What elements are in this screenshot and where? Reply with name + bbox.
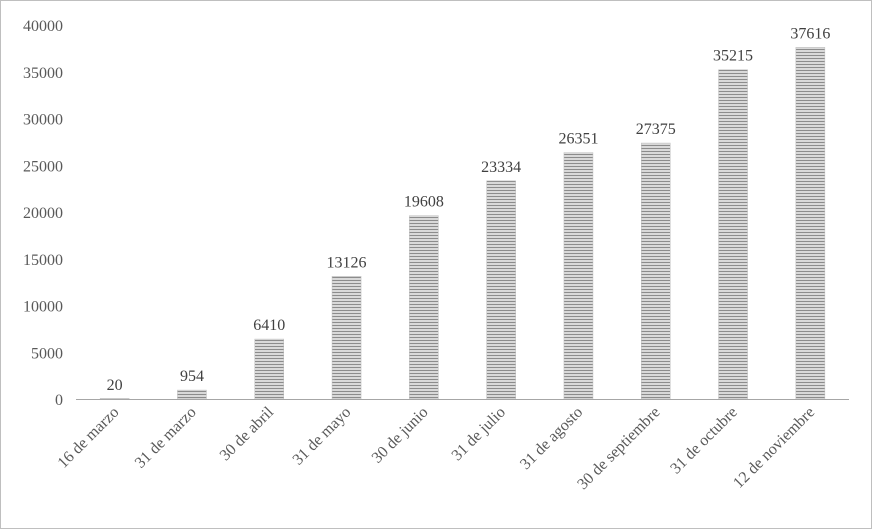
bar: [254, 338, 284, 400]
x-tick-label: 31 de julio: [449, 404, 509, 464]
bars: [99, 47, 826, 400]
x-axis-ticks: 16 de marzo 31 de marzo 30 de abril 31 de m…: [55, 403, 819, 493]
x-tick-label: 31 de agosto: [517, 404, 586, 473]
data-label: 35215: [713, 48, 753, 65]
bar: [177, 389, 207, 400]
y-tick-label: 15000: [23, 252, 63, 269]
data-label: 37616: [790, 25, 830, 42]
x-tick-label: 16 de marzo: [55, 404, 123, 472]
bar: [486, 180, 516, 400]
data-label: 23334: [481, 159, 521, 176]
y-tick-label: 25000: [23, 158, 63, 175]
x-tick-label: 12 de noviembre: [730, 404, 818, 492]
x-tick-label: 30 de junio: [369, 404, 432, 467]
bar: [718, 69, 748, 400]
data-labels: 20 954 6410 13126 19608 23334 26351 27375 35215 3…: [107, 25, 831, 394]
x-tick-label: 31 de octubre: [667, 404, 741, 478]
bar: [409, 215, 439, 400]
x-tick-label: 30 de septiembre: [574, 404, 663, 493]
y-tick-label: 30000: [23, 112, 63, 129]
bar: [99, 398, 130, 400]
data-label: 27375: [636, 121, 676, 138]
bar: [795, 47, 826, 400]
data-label: 954: [180, 368, 204, 385]
y-tick-label: 10000: [23, 299, 63, 316]
data-label: 20: [107, 377, 123, 394]
y-tick-label: 35000: [23, 65, 63, 82]
y-tick-label: 0: [55, 392, 63, 409]
x-tick-label: 31 de marzo: [132, 404, 200, 472]
x-tick-label: 31 de mayo: [290, 404, 355, 469]
data-label: 6410: [253, 317, 285, 334]
data-label: 19608: [404, 194, 444, 211]
x-tick-label: 30 de abril: [217, 403, 278, 464]
bar: [641, 142, 671, 400]
bar: [331, 276, 362, 400]
y-axis-ticks: 0 5000 10000 15000 20000 25000 30000 35000 40000: [23, 18, 63, 409]
y-tick-label: 20000: [23, 205, 63, 222]
y-tick-label: 5000: [31, 345, 63, 362]
y-tick-label: 40000: [23, 18, 63, 35]
data-label: 26351: [558, 131, 598, 148]
bar: [563, 152, 594, 400]
data-label: 13126: [327, 254, 367, 271]
